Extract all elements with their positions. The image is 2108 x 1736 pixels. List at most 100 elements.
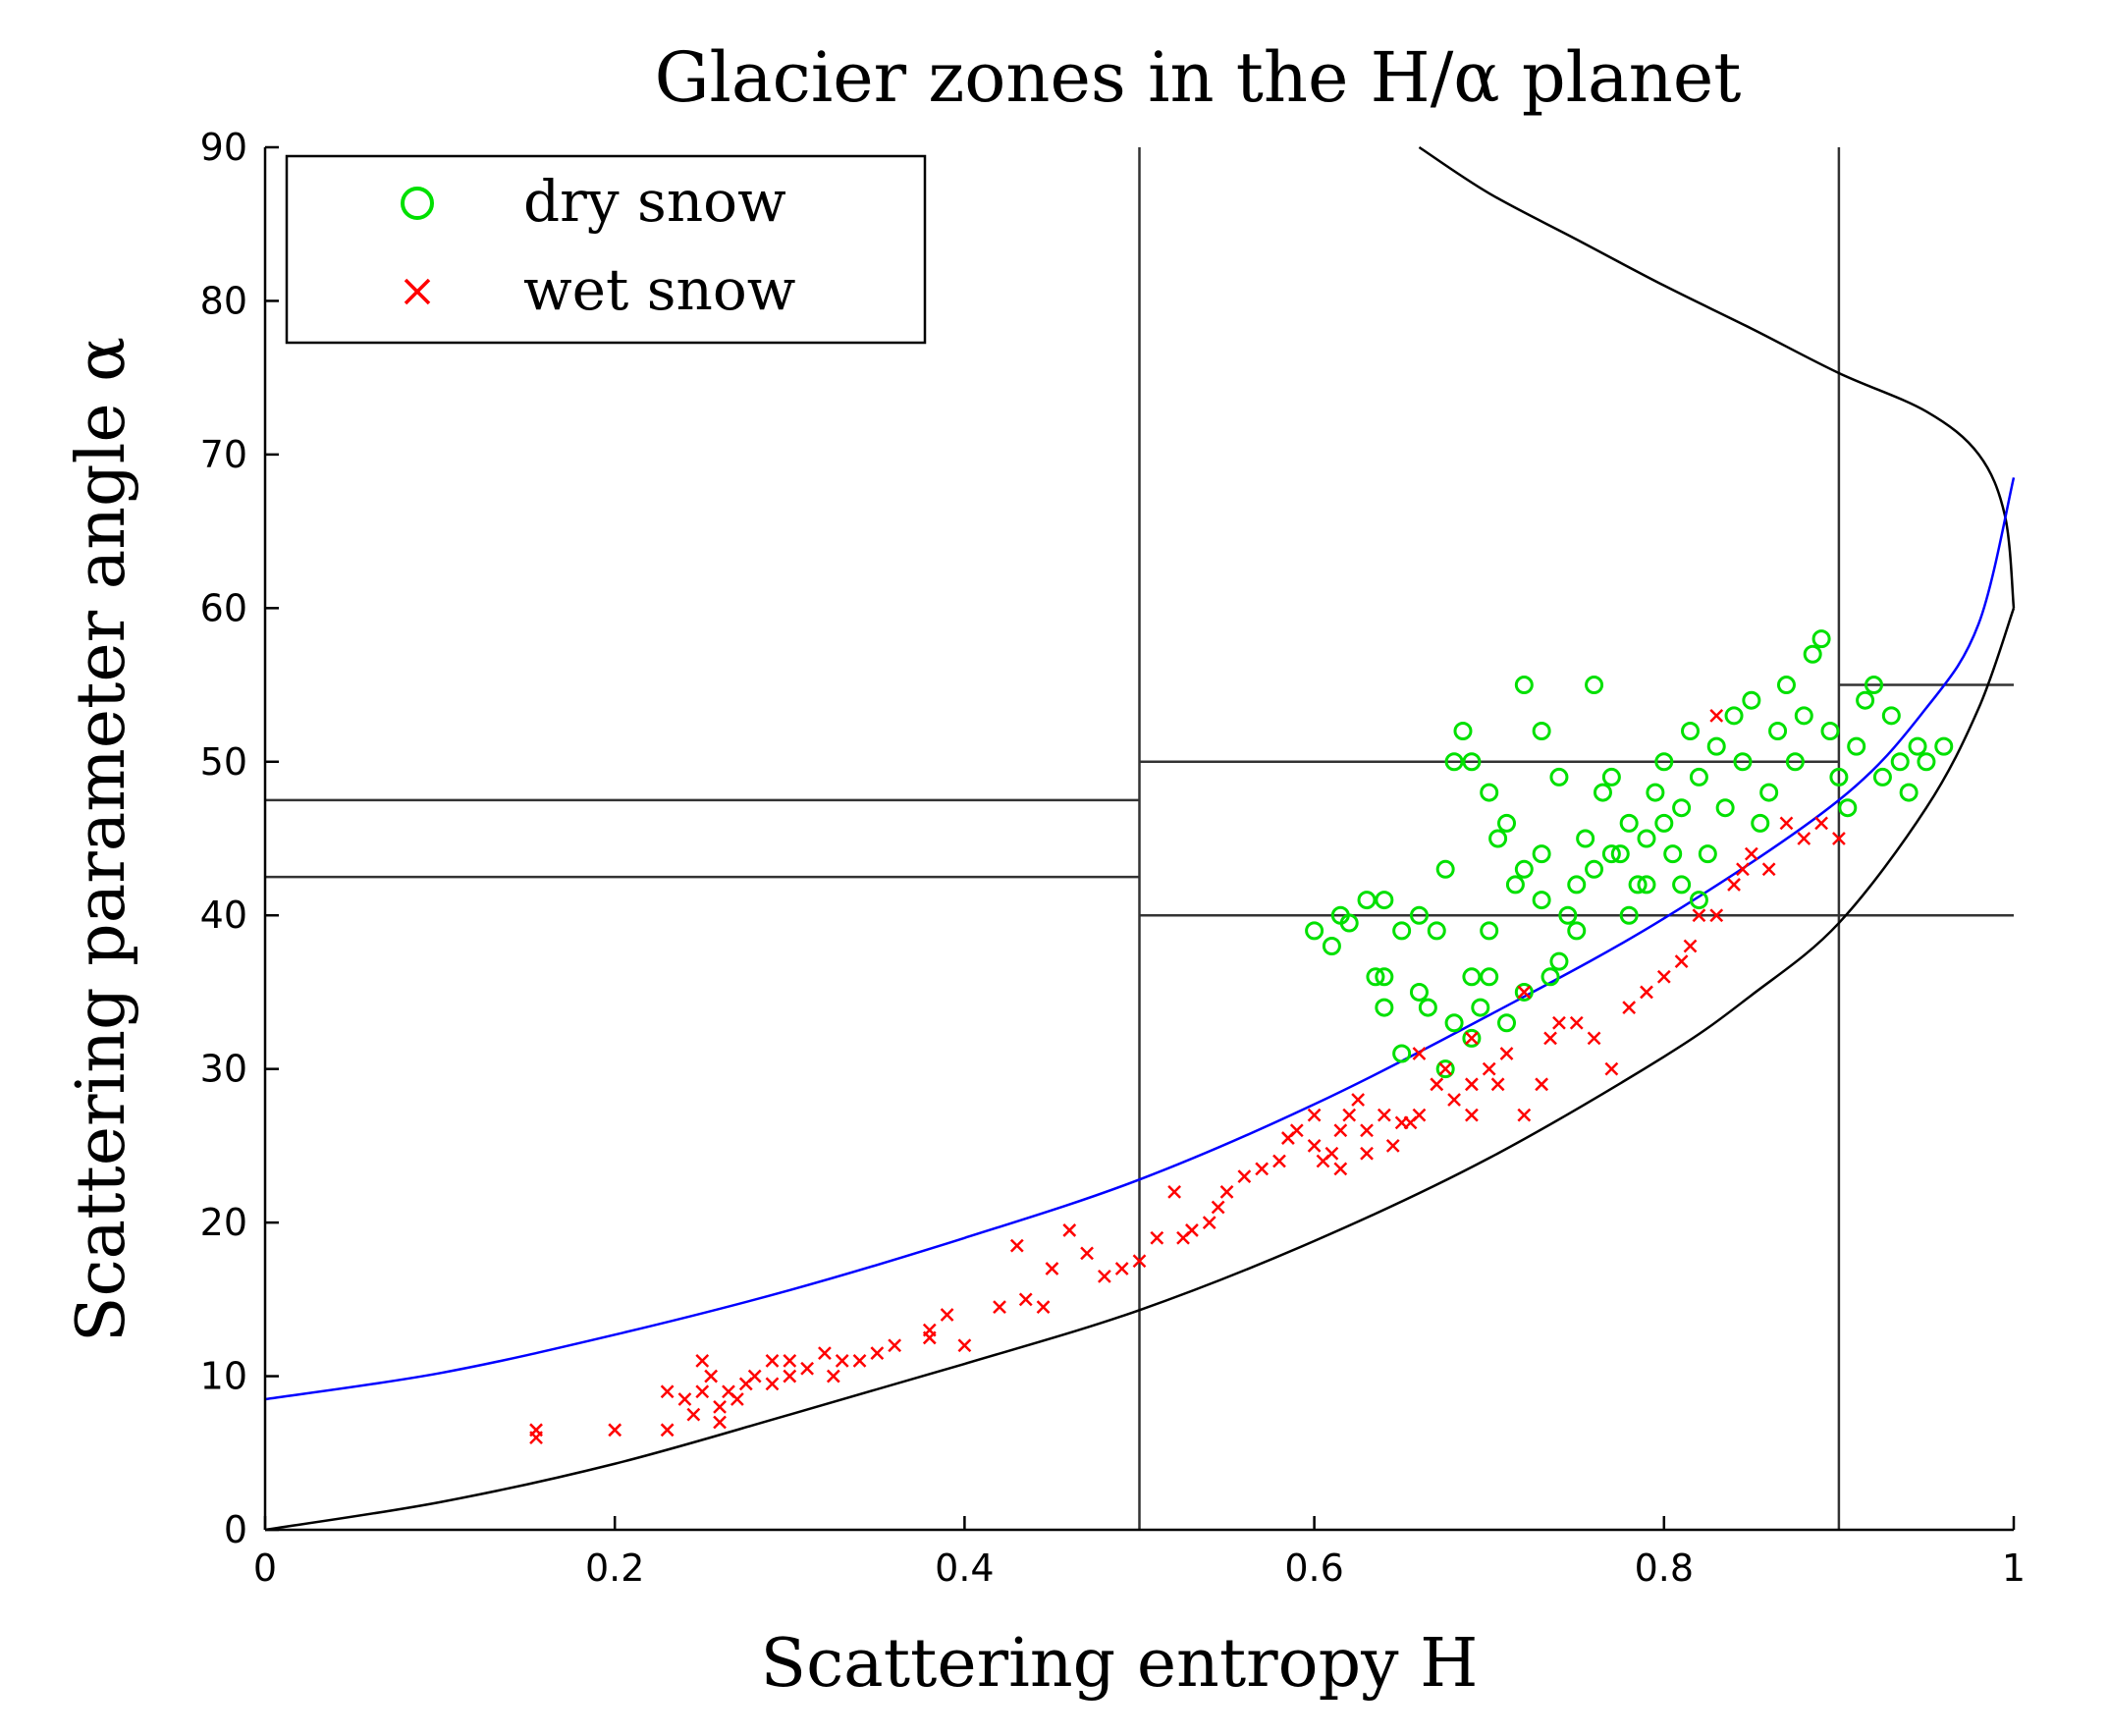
wet-snow-point — [695, 1384, 710, 1399]
dry-snow-point — [1768, 721, 1788, 740]
wet-snow-point — [1656, 969, 1671, 984]
legend-wet-marker — [404, 278, 431, 305]
wet-snow-point — [1692, 908, 1706, 923]
dry-snow-point — [1865, 676, 1884, 695]
dry-snow-point — [1409, 905, 1429, 925]
legend: dry snow wet snow — [285, 154, 927, 345]
wet-snow-point — [1465, 1077, 1479, 1092]
dry-snow-point — [1917, 752, 1936, 772]
wet-snow-point — [730, 1392, 744, 1406]
x-tick-label: 0.8 — [1635, 1546, 1694, 1590]
dry-snow-point — [1628, 875, 1648, 895]
dry-snow-point — [1899, 783, 1919, 802]
axes — [263, 147, 2014, 1532]
x-tick-label: 0.4 — [935, 1546, 994, 1590]
y-tick-label: 50 — [200, 740, 247, 784]
dry-snow-point — [1444, 752, 1464, 772]
wet-snow-point — [835, 1354, 849, 1368]
x-ticks: 0 0.2 0.4 0.6 0.8 1 — [253, 1516, 2026, 1590]
wet-snow-point — [747, 1369, 762, 1383]
wet-snow-point — [1569, 1015, 1584, 1030]
y-tick-label: 10 — [200, 1355, 247, 1398]
dry-snow-point — [1480, 783, 1499, 802]
wet-snow-point — [1167, 1184, 1182, 1199]
wet-snow-point — [1219, 1184, 1234, 1199]
dry-snow-point — [1715, 798, 1735, 818]
dry-snow-point — [1339, 913, 1359, 933]
wet-snow-point — [783, 1369, 797, 1383]
dry-snow-point — [1375, 998, 1394, 1017]
y-tick-label: 40 — [200, 894, 247, 937]
y-tick-label: 0 — [224, 1508, 247, 1551]
wet-snow-point — [1237, 1169, 1252, 1184]
dry-snow-point — [1637, 829, 1656, 848]
wet-snow-point — [1535, 1077, 1549, 1092]
wet-snow-point — [1709, 908, 1724, 923]
wet-snow-point — [713, 1399, 727, 1414]
wet-snow-point — [1333, 1162, 1348, 1176]
wet-snow-point — [1036, 1300, 1051, 1315]
dry-snow-point — [1724, 706, 1744, 726]
dry-snow-point — [1567, 875, 1587, 895]
dry-snow-point — [1689, 767, 1708, 787]
dry-snow-point — [1480, 967, 1499, 987]
x-axis-label: Scattering entropy H — [761, 1625, 1479, 1703]
wet-snow-point — [1797, 832, 1811, 845]
wet-snow-point — [1360, 1146, 1374, 1161]
dry-snow-point — [1776, 676, 1796, 695]
dry-snow-point — [1803, 644, 1822, 664]
dry-snow-point — [1366, 967, 1385, 987]
wet-snow-point — [1360, 1123, 1374, 1138]
dry-snow-point — [1601, 844, 1621, 864]
dry-snow-point — [1646, 783, 1665, 802]
wet-snow-point — [1447, 1093, 1461, 1107]
wet-snow-point — [922, 1330, 937, 1345]
wet-snow-point — [870, 1346, 885, 1360]
y-ticks: 0 10 20 30 40 50 60 70 80 90 — [200, 126, 279, 1551]
legend-dry-label: dry snow — [523, 168, 786, 235]
wet-snow-point — [1622, 1001, 1637, 1014]
dry-snow-point — [1585, 676, 1604, 695]
wet-snow-point — [957, 1338, 972, 1353]
dry-snow-point — [1505, 875, 1525, 895]
wet-snow-point — [1307, 1108, 1322, 1122]
dry-snow-point — [1497, 813, 1517, 833]
wet-snow-points — [529, 708, 1846, 1445]
wet-snow-point — [1289, 1123, 1304, 1138]
dry-snow-point — [1881, 706, 1901, 726]
zone-boundaries — [265, 147, 2014, 1530]
wet-snow-point — [1709, 708, 1724, 723]
wet-snow-point — [695, 1354, 710, 1368]
wet-snow-point — [1674, 954, 1689, 969]
dry-snow-point — [1654, 813, 1674, 833]
dry-snow-point — [1375, 891, 1394, 910]
wet-snow-point — [1377, 1108, 1391, 1122]
wet-snow-point — [1552, 1015, 1566, 1030]
wet-snow-point — [1255, 1162, 1270, 1176]
wet-snow-point — [1517, 985, 1532, 1000]
y-tick-label: 60 — [200, 586, 247, 629]
dry-snow-point — [1829, 767, 1849, 787]
wet-snow-point — [1272, 1154, 1286, 1168]
dry-snow-point — [1514, 859, 1534, 879]
dry-snow-point — [1540, 967, 1560, 987]
wet-snow-point — [1604, 1061, 1619, 1076]
wet-snow-point — [1814, 816, 1828, 831]
dry-snow-point — [1567, 921, 1587, 941]
wet-snow-point — [1351, 1093, 1366, 1107]
dry-snow-point — [1305, 921, 1324, 941]
wet-snow-point — [1333, 1123, 1348, 1138]
wet-snow-point — [529, 1423, 543, 1438]
dry-snow-point — [1689, 891, 1708, 910]
dry-snow-point — [1453, 721, 1473, 740]
dry-snow-point — [1418, 998, 1437, 1017]
dry-snow-point — [1488, 829, 1508, 848]
wet-snow-point — [1342, 1108, 1357, 1122]
dry-snow-point — [1672, 875, 1692, 895]
wet-snow-point — [1490, 1077, 1505, 1092]
wet-snow-point — [1132, 1254, 1147, 1269]
dry-snow-point — [1435, 859, 1455, 879]
wet-snow-point — [765, 1354, 780, 1368]
dry-snow-point — [1908, 736, 1927, 756]
wet-snow-point — [1211, 1200, 1225, 1215]
